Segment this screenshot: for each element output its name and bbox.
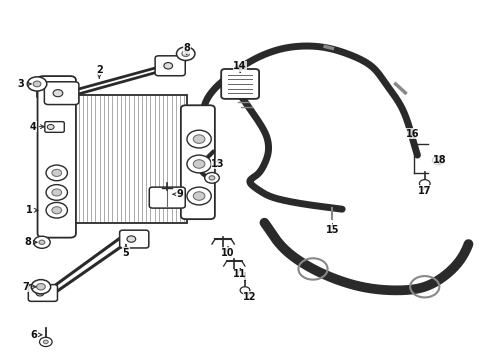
Circle shape [46,202,68,218]
Text: 11: 11 [233,269,247,279]
Circle shape [205,172,219,183]
FancyBboxPatch shape [38,76,76,238]
Circle shape [37,284,45,290]
Circle shape [52,169,62,176]
Text: 10: 10 [221,247,235,258]
FancyBboxPatch shape [45,122,64,132]
Circle shape [193,135,205,143]
Circle shape [46,185,68,200]
FancyBboxPatch shape [221,69,259,99]
Circle shape [419,180,430,188]
Circle shape [176,47,195,60]
Circle shape [34,236,50,248]
Text: 12: 12 [243,291,257,302]
Circle shape [187,130,211,148]
Circle shape [127,236,136,242]
FancyBboxPatch shape [120,230,149,248]
Text: 14: 14 [233,61,247,72]
Text: 17: 17 [418,186,432,196]
Circle shape [52,207,62,214]
FancyBboxPatch shape [45,82,79,104]
Text: 15: 15 [326,224,339,235]
Text: 2: 2 [96,65,102,78]
Circle shape [193,160,205,168]
Text: 13: 13 [211,159,224,169]
Circle shape [33,81,41,87]
Circle shape [47,125,54,130]
FancyBboxPatch shape [28,285,57,301]
Circle shape [31,280,50,294]
Text: 1: 1 [25,205,38,215]
Circle shape [164,63,172,69]
Circle shape [209,176,215,180]
Text: 7: 7 [22,282,36,292]
Circle shape [182,51,190,57]
Circle shape [52,189,62,196]
FancyBboxPatch shape [149,187,185,208]
Circle shape [46,165,68,181]
FancyBboxPatch shape [155,56,185,76]
Circle shape [240,287,250,294]
Circle shape [53,90,63,97]
Circle shape [436,159,441,162]
Text: 3: 3 [17,79,31,89]
Text: 16: 16 [406,129,419,139]
Circle shape [193,192,205,200]
Circle shape [36,290,44,296]
Circle shape [44,340,48,344]
Circle shape [39,240,45,244]
Text: 9: 9 [173,189,184,199]
Circle shape [187,155,211,173]
Circle shape [187,187,211,205]
Text: 6: 6 [30,330,42,340]
Bar [68,95,187,223]
FancyBboxPatch shape [181,105,215,219]
Text: 8: 8 [183,43,190,54]
Circle shape [433,156,444,165]
Text: 4: 4 [29,122,45,132]
Text: 5: 5 [122,244,129,258]
Circle shape [27,77,47,91]
Circle shape [40,337,52,347]
Text: 8: 8 [24,237,37,247]
Text: 18: 18 [433,156,446,166]
